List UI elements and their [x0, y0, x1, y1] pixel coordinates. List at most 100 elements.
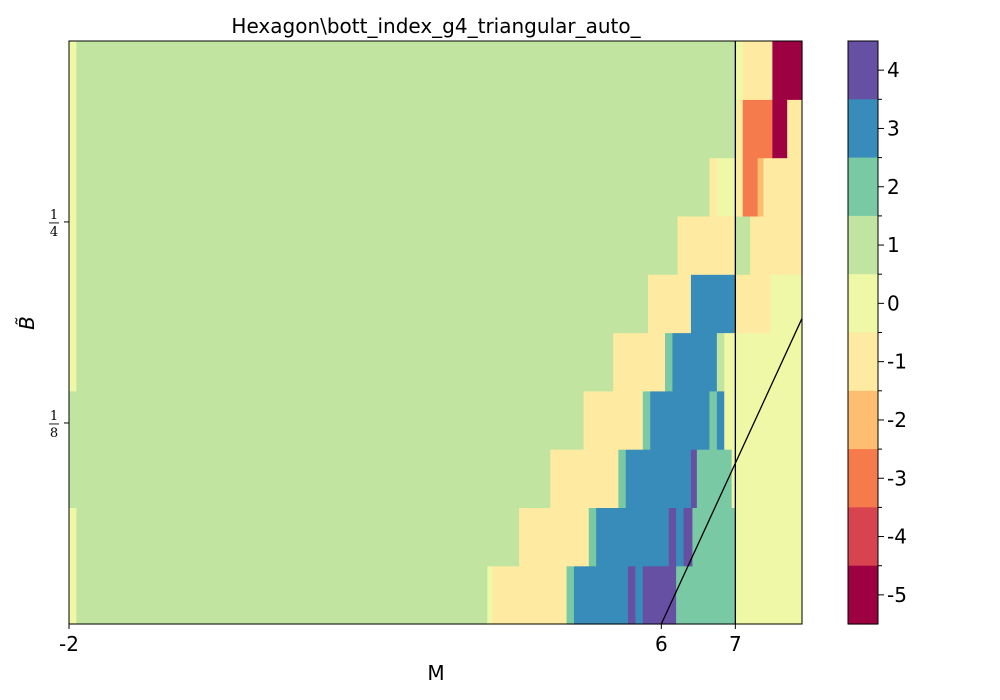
- colorbar-tick-label: 0: [887, 291, 900, 315]
- heatmap-cell: [69, 565, 77, 625]
- heatmap-cell: [76, 390, 585, 450]
- heatmap-cell: [772, 99, 788, 159]
- heatmap-cell: [735, 274, 772, 334]
- heatmap-cell: [583, 390, 644, 450]
- heatmap-cell: [665, 332, 674, 392]
- heatmap-cell: [735, 41, 744, 100]
- colorbar-tick-label: -3: [887, 466, 907, 490]
- heatmap-cell: [772, 41, 803, 100]
- heatmap-cell: [683, 507, 694, 567]
- heatmap-cell: [709, 157, 718, 217]
- colorbar-swatch: [848, 507, 878, 567]
- heatmap-cell: [69, 274, 77, 334]
- heatmap-cell: [742, 99, 773, 159]
- heatmap-cell: [642, 565, 677, 625]
- heatmap-cell: [628, 565, 637, 625]
- heatmap-cell: [596, 507, 670, 567]
- colorbar-swatch: [848, 390, 878, 450]
- y-tick-denominator: 4: [50, 225, 58, 240]
- heatmap-cell: [735, 565, 803, 625]
- heatmap-cell: [76, 157, 711, 217]
- heatmap-cell: [76, 565, 488, 625]
- heatmap-cell: [731, 449, 736, 508]
- colorbar-tick-label: -5: [887, 583, 907, 607]
- heatmap-cell: [690, 449, 698, 508]
- heatmap-cell: [713, 215, 736, 275]
- heatmap-cell: [696, 449, 733, 508]
- heatmap-cell: [716, 390, 725, 450]
- heatmap-cell: [724, 332, 736, 392]
- y-tick-numerator: 1: [50, 409, 58, 424]
- x-tick-label: 6: [655, 632, 668, 656]
- colorbar-swatch: [848, 41, 878, 100]
- heatmap-cell: [650, 390, 711, 450]
- heatmap-cell: [76, 507, 520, 567]
- heatmap-cell: [690, 274, 720, 334]
- plot-frame: [68, 40, 803, 625]
- y-axis-label: B̃: [15, 316, 39, 330]
- heatmap-cell: [677, 215, 714, 275]
- colorbar-swatch: [848, 565, 878, 625]
- heatmap-cell: [69, 507, 77, 567]
- heatmap-cell: [787, 99, 803, 159]
- heatmap-cell: [613, 332, 666, 392]
- x-axis-label: M: [427, 661, 444, 685]
- heatmap-cell: [716, 332, 725, 392]
- heatmap-cell: [487, 565, 494, 625]
- colorbar-tick-label: -2: [887, 408, 907, 432]
- heatmap-cell: [692, 507, 736, 567]
- colorbar-tick-label: 1: [887, 233, 900, 257]
- colorbar-swatch: [848, 157, 878, 217]
- heatmap-cell: [618, 449, 627, 508]
- colorbar-swatch: [848, 99, 878, 159]
- heatmap-cell: [735, 215, 751, 275]
- x-tick-label: 7: [729, 632, 742, 656]
- heatmap-cell: [668, 507, 677, 567]
- colorbar-frame: [847, 40, 879, 625]
- heatmap-cell: [76, 215, 679, 275]
- heatmap-cell: [742, 157, 759, 217]
- heatmap-cell: [763, 157, 803, 217]
- heatmap-cell: [69, 449, 77, 508]
- y-tick-numerator: 1: [50, 208, 58, 223]
- heatmap-cell: [69, 215, 77, 275]
- heatmap-cell: [76, 41, 736, 100]
- colorbar-swatch: [848, 449, 878, 508]
- colorbar-swatch: [848, 215, 878, 275]
- chart-title: Hexagon\bott_index_g4_triangular_auto_: [231, 14, 641, 38]
- colorbar-tick-label: 2: [887, 175, 900, 199]
- heatmap-cell: [566, 565, 575, 625]
- heatmap-cell: [588, 507, 597, 567]
- x-tick-label: -2: [59, 632, 79, 656]
- y-tick-denominator: 8: [50, 426, 58, 441]
- heatmap-cell: [719, 274, 736, 334]
- colorbar-tick-label: -1: [887, 350, 907, 374]
- heatmap-cell: [635, 565, 644, 625]
- heatmap-cell: [709, 390, 718, 450]
- heatmap-cell: [735, 99, 744, 159]
- heatmap-cell: [69, 99, 77, 159]
- heatmap-cell: [757, 157, 765, 217]
- x-axis-ticks: -2 6 7: [59, 624, 742, 656]
- heatmap-cell: [770, 274, 803, 334]
- heatmap-cell: [735, 449, 803, 508]
- heatmap-cell: [76, 99, 736, 159]
- heatmap-cell: [519, 507, 590, 567]
- heatmap-cell: [742, 41, 773, 100]
- colorbar-tick-label: -4: [887, 525, 907, 549]
- heatmap-cell: [648, 274, 692, 334]
- heatmap-cell: [642, 390, 651, 450]
- heatmap-cell: [750, 215, 803, 275]
- colorbar-swatch: [848, 274, 878, 334]
- overlay-lines: [660, 41, 803, 625]
- heatmap-cell: [550, 449, 619, 508]
- heatmap-cell: [76, 274, 649, 334]
- heatmap-cell: [69, 332, 77, 392]
- heatmap-cell: [724, 390, 736, 450]
- colorbar-tick-label: 3: [887, 116, 900, 140]
- heatmap-cell: [76, 332, 614, 392]
- heatmap-cells: [69, 41, 803, 625]
- heatmap-cell: [676, 565, 736, 625]
- heatmap-cell: [672, 332, 718, 392]
